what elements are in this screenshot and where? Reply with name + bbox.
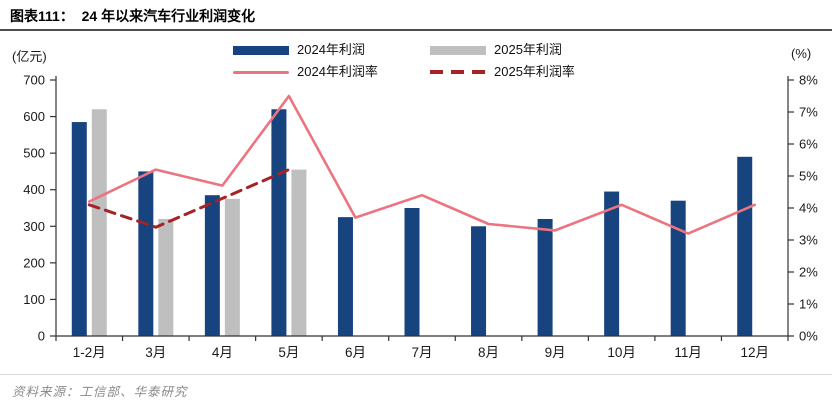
right-axis-ticks: 0% 1% 2% 3% 4% 5% 6% 7% 8% [788,73,818,344]
svg-text:7月: 7月 [411,345,432,360]
legend-swatch-pink-line [233,70,289,74]
legend-item-2024-margin: 2024年利润率 [233,65,378,79]
svg-text:9月: 9月 [545,345,566,360]
legend-label: 2024年利润 [297,42,365,57]
title-divider [0,29,832,31]
svg-text:400: 400 [23,182,45,197]
svg-text:5月: 5月 [278,345,299,360]
svg-text:8月: 8月 [478,345,499,360]
chart-title-prefix: 图表111： [10,8,74,24]
footer-divider [0,374,832,375]
svg-text:1-2月: 1-2月 [73,345,106,360]
line-series-2024年利润率 [87,94,757,235]
legend-item-2025-margin: 2025年利润率 [430,65,575,79]
bar [271,109,287,336]
svg-text:6%: 6% [799,137,818,152]
legend-item-2024-profit: 2024年利润 [233,43,365,57]
bar [204,195,220,336]
source-text: 资料来源：工信部、华泰研究 [12,384,188,399]
legend-label: 2025年利润率 [494,64,575,79]
svg-text:2%: 2% [799,265,818,280]
svg-text:11月: 11月 [674,345,702,360]
bar [337,217,353,336]
right-axis-unit: (%) [791,46,812,61]
chart-title-text: 24 年以来汽车行业利润变化 [81,8,256,24]
svg-text:4%: 4% [799,201,818,216]
svg-text:200: 200 [23,255,45,270]
svg-text:300: 300 [23,219,45,234]
bar-series-2024年利润 [71,109,753,336]
axes [55,76,789,337]
bar [71,122,87,336]
svg-text:10月: 10月 [607,345,636,360]
svg-text:5%: 5% [799,169,818,184]
svg-text:600: 600 [23,109,45,124]
chart-title: 图表111： 24 年以来汽车行业利润变化 [10,6,255,26]
bar [604,191,620,336]
legend-label: 2025年利润 [494,42,562,57]
svg-text:7%: 7% [799,105,818,120]
svg-text:3月: 3月 [145,345,166,360]
bar [404,208,420,336]
left-axis-unit: (亿元) [12,49,47,64]
bar [670,200,686,336]
svg-text:0: 0 [38,329,45,344]
bar [138,171,154,336]
bar-series-2025年利润 [91,109,307,336]
chart-title-bar: 图表111： 24 年以来汽车行业利润变化 [0,0,832,30]
bar [737,156,753,336]
legend-item-2025-profit: 2025年利润 [430,43,562,57]
bar [91,109,107,336]
legend-swatch-gray-bar [430,45,486,55]
legend-swatch-navy-bar [233,45,289,55]
svg-text:4月: 4月 [212,345,233,360]
bar [158,218,174,336]
bar [471,226,487,336]
legend-swatch-red-dashed-line [430,70,486,74]
svg-text:6月: 6月 [345,345,366,360]
svg-text:12月: 12月 [740,345,769,360]
line-series-2025年利润率 [87,168,291,229]
svg-text:3%: 3% [799,233,818,248]
svg-text:100: 100 [23,292,45,307]
svg-text:1%: 1% [799,297,818,312]
legend-label: 2024年利润率 [297,64,378,79]
svg-text:500: 500 [23,146,45,161]
bar [537,218,553,336]
x-axis-ticks: 1-2月 3月 4月 5月 6月 7月 8月 9月 10月 11月 12月 [55,336,789,360]
svg-text:0%: 0% [799,329,818,344]
left-axis-ticks: 0 100 200 300 400 500 600 700 [23,73,56,344]
svg-text:8%: 8% [799,73,818,88]
bar [291,169,307,336]
bar [224,198,240,336]
svg-text:700: 700 [23,73,45,88]
